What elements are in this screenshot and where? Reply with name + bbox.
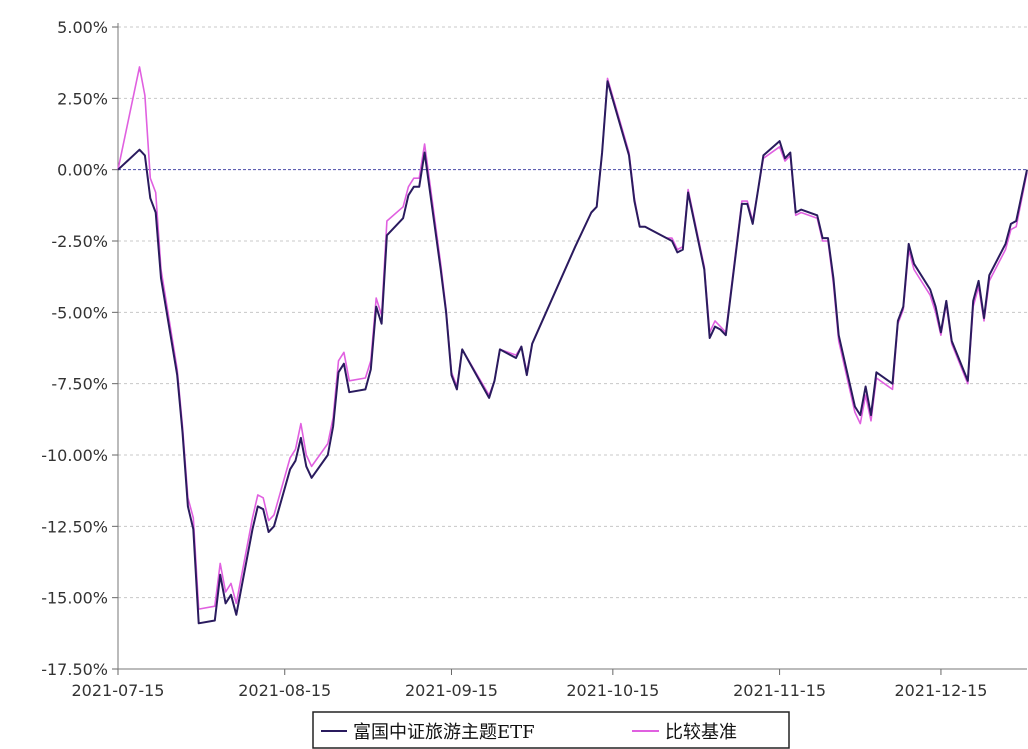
x-tick-label: 2021-07-15	[72, 681, 165, 700]
series-lines	[117, 66, 1028, 625]
series-line-fund	[117, 80, 1028, 625]
x-tick-label: 2021-08-15	[238, 681, 331, 700]
y-tick-label: -17.50%	[41, 660, 108, 679]
x-tick-label: 2021-09-15	[405, 681, 498, 700]
legend-label-benchmark: 比较基准	[665, 722, 737, 743]
y-tick-label: 5.00%	[57, 18, 108, 37]
y-tick-labels: 5.00% 2.50% 0.00% -2.50% -5.00% -7.50% -10.00%…	[41, 18, 108, 679]
legend: 富国中证旅游主题ETF 比较基准	[312, 711, 790, 749]
x-tick-label: 2021-12-15	[894, 681, 987, 700]
x-tick-label: 2021-10-15	[566, 681, 659, 700]
y-tick-label: -10.00%	[41, 446, 108, 465]
y-tick-label: -2.50%	[51, 232, 108, 251]
y-tick-label: -7.50%	[51, 375, 108, 394]
y-tick-label: -5.00%	[51, 303, 108, 322]
x-tick-labels: 2021-07-15 2021-08-15 2021-09-15 2021-10-15…	[72, 681, 988, 700]
axes	[112, 23, 1027, 675]
x-tick-label: 2021-11-15	[733, 681, 826, 700]
legend-label-fund: 富国中证旅游主题ETF	[353, 722, 535, 743]
y-tick-label: 2.50%	[57, 89, 108, 108]
y-tick-label: 0.00%	[57, 161, 108, 180]
y-tick-label: -12.50%	[41, 517, 108, 536]
series-line-benchmark	[117, 66, 1028, 610]
y-tick-label: -15.00%	[41, 589, 108, 608]
legend-box	[312, 711, 790, 749]
